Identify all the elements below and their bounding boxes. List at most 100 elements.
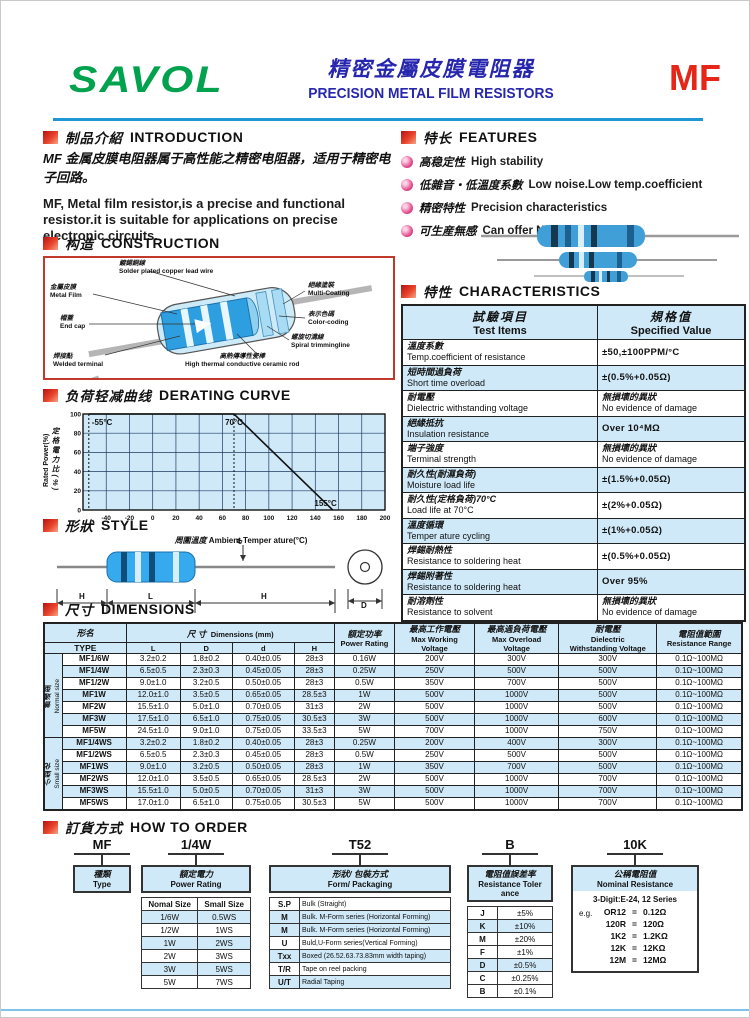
test-item-cell: 溫度系數 Temp.coefficient of resistance	[401, 339, 598, 366]
dimension-row: MF2W 15.5±1.0 5.0±1.0 0.70±0.05 31±3 2W 500V 10…	[44, 701, 743, 715]
features-list: 高稳定性 High stability 低雜音・低溫度系數 Low noise.Low…	[401, 154, 746, 239]
characteristics-tbody: 溫度系數 Temp.coefficient of resistance ±50,±1…	[401, 339, 746, 621]
style-title: 形狀 STYLE	[43, 515, 395, 535]
svg-text:70°C: 70°C	[225, 418, 243, 427]
order-box-form: 形狀/ 包裝方式 Form/ Packaging	[269, 865, 451, 893]
characteristics-row: 焊錫附著性 Resistance to soldering heat Over 95…	[401, 568, 746, 595]
dimensions-title: 尺寸 DIMENSIONS	[43, 599, 746, 619]
svg-text:-55°C: -55°C	[92, 418, 113, 427]
label-multi-coating: 絕緣塗裝 Multi-Coating	[308, 282, 350, 297]
order-col-nominal: 10K 公稱電阻值 Nominal Resistance 3-Digit:E-2…	[571, 837, 699, 973]
derating-title: 负荷轻减曲线 DERATING CURVE	[43, 385, 399, 405]
header-rule	[53, 118, 703, 121]
test-item-cell: 耐久性(耐濕負荷) Moisture load life	[401, 466, 598, 493]
header-type: 形名	[43, 622, 127, 643]
specified-value-cell: Over 95%	[597, 568, 746, 595]
derating-curve-svg: -40 -20 0 20 40 60 80 100 120 140 160 180 200 0 20 40 60…	[70, 411, 391, 522]
specified-value-cell: ±(0.5%+0.05Ω)	[597, 364, 746, 391]
dimension-row: MF3W 17.5±1.0 6.5±1.0 0.75±0.05 30.5±3 3W 500V…	[44, 713, 743, 727]
dimensions-table: 形名 尺 寸 Dimensions (mm) 額定功率 Power Rating …	[43, 622, 743, 811]
dimensions-title-en: DIMENSIONS	[101, 601, 195, 617]
order-power-table: Nomal Size Small Size 1/6W 0.5WS 1/2W 1WS 1W 2W…	[140, 897, 251, 989]
svg-text:20: 20	[74, 488, 82, 495]
specified-value-cell: 無損壞的異狀 No evidence of damage	[597, 594, 746, 621]
specified-value-cell: ±(0.5%+0.05Ω)	[597, 543, 746, 570]
specified-value-cell: ±(1.5%+0.05Ω)	[597, 466, 746, 493]
size-group-label: 小型化 Small size	[43, 737, 63, 811]
label-spiral-trimming: 螺旋切溝線 Spiral trimmingline	[291, 334, 350, 349]
feature-item: 低雜音・低溫度系數 Low noise.Low temp.coefficient	[401, 177, 746, 193]
svg-text:-20: -20	[125, 515, 135, 522]
section-derating-curve: 负荷轻减曲线 DERATING CURVE Rated Power(%) 定格電…	[43, 385, 399, 546]
order-tolerance-row: D ±0.5%	[467, 958, 553, 972]
feature-item: 高稳定性 High stability	[401, 154, 746, 170]
dimension-row: MF1/2W 9.0±1.0 3.2±0.5 0.50±0.05 28±3 0.5W 350…	[44, 677, 743, 691]
features-title-en: FEATURES	[459, 129, 538, 145]
order-form-row: S.P Bulk (Straight)	[269, 897, 451, 911]
order-code-tolerance: B	[482, 837, 538, 855]
resistor-photo-graphic	[481, 225, 739, 282]
feature-label-cn: 高稳定性	[419, 157, 465, 169]
introduction-body-cn: MF 金属皮膜电阻器属于高性能之精密电阻器，适用于精密电子回路。	[43, 151, 391, 185]
feature-label-en: Precision characteristics	[471, 202, 608, 214]
order-tolerance-row: B ±0.1%	[467, 984, 553, 998]
svg-text:80: 80	[242, 515, 250, 522]
dimension-row: MF3WS 15.5±1.0 5.0±0.5 0.70±0.05 31±3 3W 500V 1…	[44, 785, 743, 799]
characteristics-row: 短時間過負荷 Short time overload ±(0.5%+0.05Ω)	[401, 364, 746, 391]
svg-text:80: 80	[74, 431, 82, 438]
order-col-form: T52 形狀/ 包裝方式 Form/ Packaging S.P Bulk (St…	[269, 837, 451, 989]
header-h: H	[293, 641, 335, 655]
dim-l: L	[148, 592, 153, 601]
introduction-body-en: MF, Metal film resistor,is a precise and…	[43, 195, 345, 244]
svg-text:155°C: 155°C	[314, 499, 337, 508]
test-item-cell: 耐溶劑性 Resistance to solvent	[401, 594, 598, 621]
dimension-row: 小型化 Small size MF1/4WS 3.2±0.2 1.8±0.2 0.40±0…	[43, 737, 743, 811]
section-bullet-icon	[43, 602, 58, 616]
svg-text:60: 60	[74, 450, 82, 457]
x-axis-label: 周圍溫度 Ambient Temper ature(°C)	[174, 536, 308, 545]
svg-text:40: 40	[74, 469, 82, 476]
order-tolerance-row: F ±1%	[467, 945, 553, 959]
derating-title-en: DERATING CURVE	[159, 387, 291, 403]
order-form-tbody: S.P Bulk (Straight) M Bulk. M-Form series (…	[269, 897, 451, 989]
section-dimensions: 尺寸 DIMENSIONS 形名 尺 寸 Dimensions (mm) 額定功…	[43, 599, 746, 811]
y-axis-label-cn: 定格電力比(%)	[51, 427, 60, 493]
svg-text:40: 40	[196, 515, 204, 522]
resistor-photos	[479, 223, 741, 283]
svg-text:100: 100	[263, 515, 274, 522]
features-title-cn: 特长	[423, 131, 452, 146]
characteristics-row: 溫度系數 Temp.coefficient of resistance ±50,±1…	[401, 339, 746, 366]
characteristics-row: 溫度循環 Temper ature cycling ±(1%+0.05Ω)	[401, 517, 746, 544]
characteristics-row: 耐電壓 Dielectric withstanding voltage 無損壞的異狀…	[401, 390, 746, 417]
feature-bullet-icon	[401, 202, 413, 214]
label-metal-film: 金屬皮膜 Metal Film	[50, 284, 82, 299]
section-bullet-icon	[401, 130, 416, 144]
dimension-row: MF1/4W 6.5±0.5 2.3±0.3 0.45±0.05 28±3 0.25W 25…	[44, 665, 743, 679]
order-tolerance-row: J ±5%	[467, 906, 553, 920]
derating-title-cn: 负荷轻减曲线	[65, 389, 152, 404]
order-code-power: 1/4W	[168, 837, 224, 855]
test-item-cell: 耐久性(定格負荷)70°C Load life at 70°C	[401, 492, 598, 519]
test-item-cell: 短時間過負荷 Short time overload	[401, 364, 598, 391]
order-form-table: S.P Bulk (Straight) M Bulk. M-Form series (…	[269, 897, 451, 989]
order-box-tolerance: 電阻值誤差率 Resistance Toler ance	[467, 865, 553, 902]
construction-title-cn: 构造	[65, 237, 94, 252]
order-box-power: 額定電力 Power Rating	[141, 865, 251, 893]
section-bullet-icon	[401, 284, 416, 298]
product-code: MF	[669, 57, 721, 98]
label-color-coding: 表示色碼 Color-coding	[308, 311, 349, 326]
characteristics-row: 端子強度 Terminal strength 無損壞的異狀 No evidence o…	[401, 441, 746, 468]
specified-value-cell: 無損壞的異狀 No evidence of damage	[597, 441, 746, 468]
svg-text:0: 0	[151, 515, 155, 522]
feature-label-cn: 低雜音・低溫度系數	[419, 180, 523, 192]
nominal-example-row: 120R = 120Ω	[605, 919, 664, 929]
section-bullet-icon	[43, 820, 58, 834]
label-end-cap: 帽蓋 End cap	[60, 315, 86, 330]
col-test-items: 試驗項目 Test Items	[401, 304, 598, 340]
svg-text:160: 160	[333, 515, 344, 522]
header-d-cap: D	[179, 641, 233, 655]
characteristics-row: 耐溶劑性 Resistance to solvent 無損壞的異狀 No eviden…	[401, 594, 746, 621]
section-bullet-icon	[43, 518, 58, 532]
test-item-cell: 端子強度 Terminal strength	[401, 441, 598, 468]
order-box-type: 種類 Type	[73, 865, 131, 893]
